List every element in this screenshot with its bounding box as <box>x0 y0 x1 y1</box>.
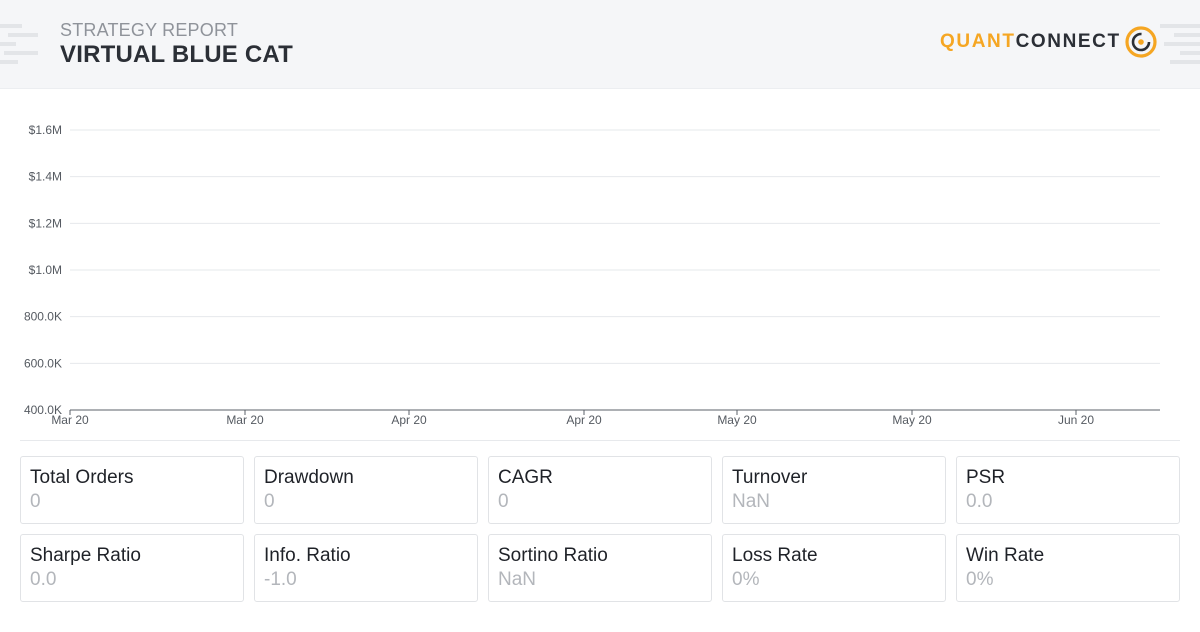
x-tick-label: Mar 20 <box>51 413 89 427</box>
quantconnect-logo-icon <box>1125 26 1157 58</box>
stat-value: 0.0 <box>30 569 57 590</box>
report-label: STRATEGY REPORT <box>60 20 239 40</box>
stat-value: NaN <box>732 491 771 512</box>
section-divider <box>20 440 1180 441</box>
y-tick-label: $1.4M <box>29 170 62 184</box>
y-tick-label: $1.6M <box>29 123 62 137</box>
stat-card: CAGR 0 <box>488 456 712 524</box>
stat-label: Sortino Ratio <box>498 545 608 566</box>
stat-value: NaN <box>498 569 537 590</box>
x-tick-label: Mar 20 <box>226 413 264 427</box>
stat-label: Turnover <box>732 467 808 488</box>
x-tick-label: May 20 <box>717 413 757 427</box>
stat-value: -1.0 <box>264 569 297 590</box>
stat-card: PSR 0.0 <box>956 456 1180 524</box>
quantconnect-logo: QUANT CONNECT <box>940 24 1158 60</box>
stat-value: 0 <box>264 491 275 512</box>
equity-chart: $1.6M$1.4M$1.2M$1.0M800.0K600.0K400.0KMa… <box>24 123 1160 427</box>
stat-card: Drawdown 0 <box>254 456 478 524</box>
x-tick-label: May 20 <box>892 413 932 427</box>
stat-label: Drawdown <box>264 467 354 488</box>
stat-value: 0% <box>732 569 760 590</box>
stat-card: Total Orders 0 <box>20 456 244 524</box>
y-tick-label: 600.0K <box>24 356 62 370</box>
stat-value: 0 <box>30 491 41 512</box>
stat-label: Info. Ratio <box>264 545 351 566</box>
x-tick-label: Apr 20 <box>391 413 427 427</box>
y-tick-label: 800.0K <box>24 310 62 324</box>
x-tick-label: Jun 20 <box>1058 413 1094 427</box>
logo-text-quant: QUANT <box>940 31 1016 52</box>
stat-value: 0.0 <box>966 491 993 512</box>
y-tick-label: $1.2M <box>29 216 62 230</box>
stat-card: Info. Ratio -1.0 <box>254 534 478 602</box>
stat-label: CAGR <box>498 467 553 488</box>
stat-label: Win Rate <box>966 545 1045 566</box>
stat-value: 0% <box>966 569 994 590</box>
stat-value: 0 <box>498 491 509 512</box>
logo-text-connect: CONNECT <box>1015 31 1121 52</box>
y-tick-label: 400.0K <box>24 403 62 417</box>
report-header: STRATEGY REPORT VIRTUAL BLUE CAT QUANT C… <box>0 0 1200 89</box>
stat-label: Sharpe Ratio <box>30 545 141 566</box>
stat-card: Turnover NaN <box>722 456 946 524</box>
stat-card: Sharpe Ratio 0.0 <box>20 534 244 602</box>
stat-card: Win Rate 0% <box>956 534 1180 602</box>
y-tick-label: $1.0M <box>29 263 62 277</box>
report-title: VIRTUAL BLUE CAT <box>60 41 293 68</box>
x-tick-label: Apr 20 <box>566 413 602 427</box>
stat-card: Sortino Ratio NaN <box>488 534 712 602</box>
stat-label: Loss Rate <box>732 545 818 566</box>
stat-label: Total Orders <box>30 467 134 488</box>
stat-label: PSR <box>966 467 1006 488</box>
stat-card: Loss Rate 0% <box>722 534 946 602</box>
